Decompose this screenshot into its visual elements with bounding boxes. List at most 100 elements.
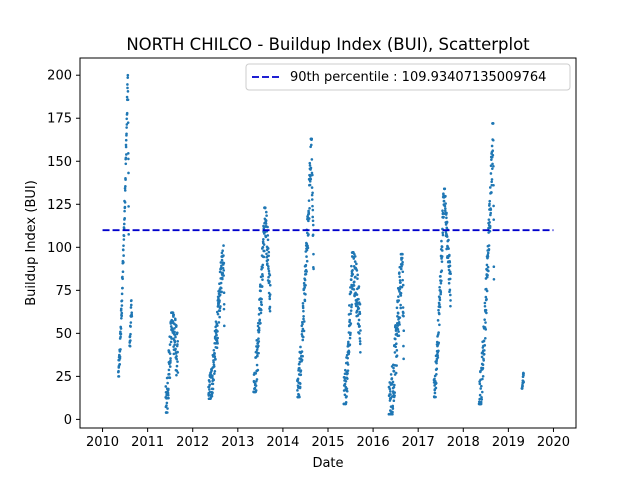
data-point (167, 387, 170, 391)
data-point (437, 331, 440, 334)
data-point (308, 161, 312, 165)
data-point (309, 174, 312, 177)
y-tick-label: 25 (55, 370, 72, 385)
data-point (351, 268, 354, 272)
data-point (490, 178, 494, 181)
data-point (398, 275, 401, 279)
data-point (119, 327, 123, 330)
data-point (389, 373, 393, 376)
data-point (266, 258, 270, 262)
data-point (347, 352, 350, 356)
data-point (257, 340, 261, 343)
data-point (213, 352, 216, 355)
data-point (221, 249, 224, 253)
data-point (435, 367, 439, 371)
data-point (394, 345, 397, 349)
data-point (166, 393, 170, 397)
data-point (311, 233, 315, 237)
data-point (122, 227, 126, 230)
data-point (443, 204, 447, 208)
data-point (438, 323, 441, 327)
data-point (175, 324, 178, 327)
data-point (129, 321, 133, 324)
data-point (127, 205, 130, 208)
data-point (438, 298, 442, 302)
legend-label: 90th percentile : 109.93407135009764 (290, 70, 546, 85)
data-point (208, 388, 211, 391)
data-point (255, 378, 259, 381)
data-point (445, 235, 449, 238)
data-point (168, 343, 172, 346)
y-axis: 0 25 50 75 100 125 150 175 200 (47, 69, 80, 428)
data-point (171, 328, 174, 332)
data-point (444, 194, 447, 198)
data-point (358, 312, 362, 315)
data-point (208, 380, 211, 383)
data-point (401, 263, 404, 266)
data-point (346, 377, 349, 380)
data-point (448, 288, 452, 292)
data-point (125, 123, 129, 126)
data-point (357, 285, 361, 288)
data-point (402, 314, 405, 318)
data-point (259, 300, 263, 304)
data-point (307, 219, 310, 223)
data-point (438, 296, 442, 300)
data-point (488, 199, 492, 203)
data-point (261, 274, 265, 278)
data-point (218, 299, 221, 302)
data-point (437, 341, 441, 345)
data-point (123, 201, 127, 204)
data-point (118, 362, 122, 366)
data-point (302, 317, 305, 321)
data-point (215, 346, 219, 350)
data-point (483, 349, 486, 352)
data-point (176, 340, 180, 343)
data-point (126, 73, 130, 77)
x-tick-label: 2013 (221, 435, 254, 450)
data-point (267, 250, 271, 254)
data-point (218, 293, 222, 297)
data-point (393, 391, 397, 394)
data-point (437, 308, 440, 312)
data-point (173, 330, 176, 334)
data-point (301, 354, 304, 358)
data-point (401, 252, 404, 256)
data-point (398, 271, 401, 274)
data-point (395, 342, 398, 346)
data-point (440, 239, 443, 243)
data-point (267, 267, 270, 271)
data-point (477, 400, 481, 404)
data-point (483, 318, 486, 321)
data-point (296, 389, 299, 392)
data-point (308, 206, 311, 210)
data-point (222, 302, 226, 306)
data-point (211, 391, 214, 395)
data-point (262, 224, 265, 228)
data-point (443, 209, 447, 213)
data-point (399, 267, 403, 271)
data-point (262, 255, 266, 259)
data-point (305, 270, 308, 273)
data-point (480, 398, 484, 401)
data-point (167, 368, 171, 372)
data-point (442, 193, 445, 197)
data-point (401, 283, 405, 287)
data-point (402, 311, 405, 315)
data-point (216, 336, 219, 340)
data-point (352, 288, 356, 291)
data-point (261, 263, 265, 267)
data-point (399, 281, 402, 284)
data-point (486, 251, 490, 255)
x-tick-label: 2010 (86, 435, 119, 450)
data-point (212, 348, 216, 352)
data-point (400, 285, 404, 289)
data-point (311, 208, 315, 212)
data-point (392, 385, 396, 389)
legend: 90th percentile : 109.93407135009764 (245, 63, 571, 91)
data-point (355, 309, 359, 313)
data-point (126, 83, 129, 86)
data-point (485, 311, 488, 315)
data-point (172, 313, 176, 317)
x-tick-label: 2018 (447, 435, 480, 450)
